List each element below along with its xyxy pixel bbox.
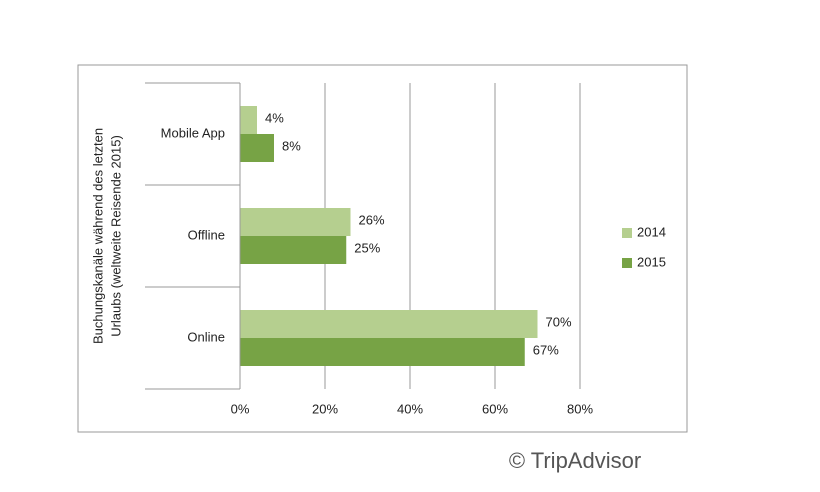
source: © TripAdvisor bbox=[509, 448, 641, 473]
bar bbox=[240, 236, 347, 264]
x-tick-label: 80% bbox=[567, 401, 593, 416]
x-tick-label: 40% bbox=[397, 401, 423, 416]
bar bbox=[240, 338, 525, 366]
x-tick-label: 20% bbox=[312, 401, 338, 416]
legend-label: 2014 bbox=[637, 224, 666, 239]
bar bbox=[240, 208, 351, 236]
chart-frame bbox=[77, 64, 688, 433]
legend-label: 2015 bbox=[637, 254, 666, 269]
data-label: 4% bbox=[265, 110, 284, 125]
x-tick-label: 60% bbox=[482, 401, 508, 416]
y-tick-label: Offline bbox=[188, 227, 225, 242]
data-label: 8% bbox=[282, 138, 301, 153]
data-label: 67% bbox=[533, 342, 559, 357]
y-tick-label: Online bbox=[187, 329, 225, 344]
legend-swatch bbox=[622, 258, 632, 268]
y-axis-label: Urlaubs (weltweite Reisende 2015) bbox=[108, 135, 123, 337]
bar bbox=[240, 134, 274, 162]
y-tick-label: Mobile App bbox=[161, 125, 225, 140]
y-axis-label: Buchungskanäle während des letzten bbox=[90, 128, 105, 344]
legend-swatch bbox=[622, 228, 632, 238]
bar bbox=[240, 310, 538, 338]
data-label: 70% bbox=[546, 314, 572, 329]
data-label: 25% bbox=[354, 240, 380, 255]
bar bbox=[240, 106, 257, 134]
data-label: 26% bbox=[359, 212, 385, 227]
x-tick-label: 0% bbox=[231, 401, 250, 416]
